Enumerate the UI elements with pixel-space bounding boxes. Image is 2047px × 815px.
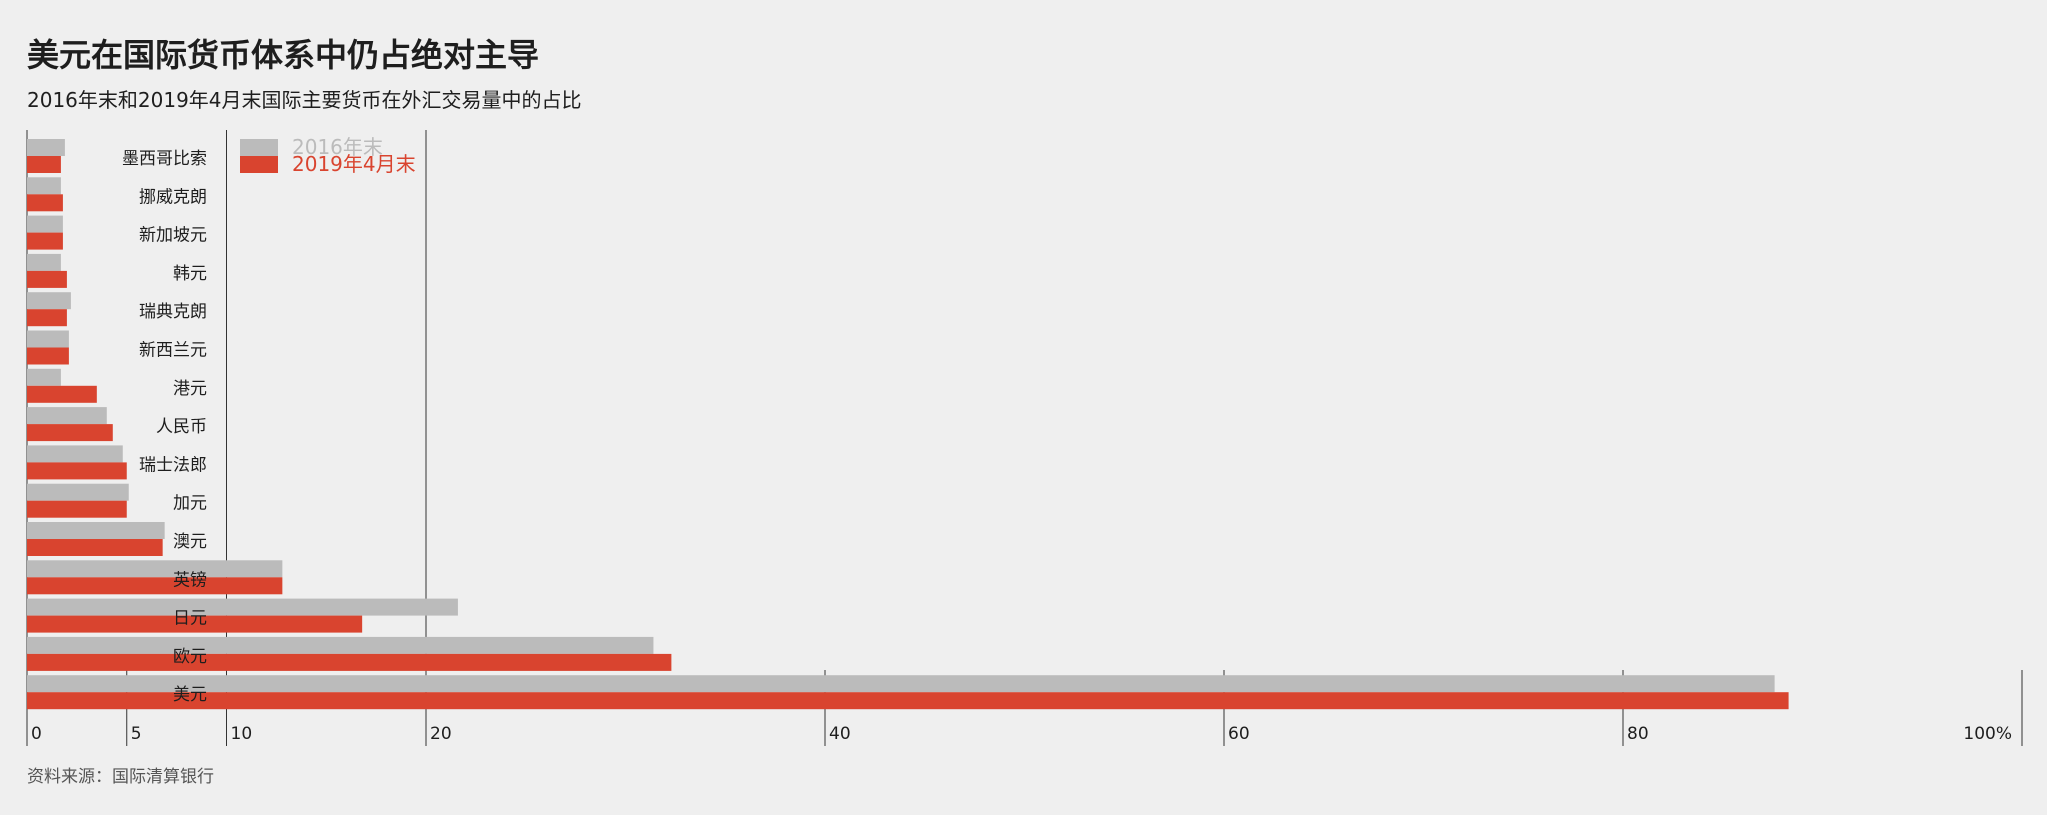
bar-2019-14 bbox=[27, 692, 1789, 710]
bar-2019-11 bbox=[27, 577, 283, 595]
category-label-4: 瑞典克朗 bbox=[139, 302, 207, 322]
bar-2016-7 bbox=[27, 407, 107, 425]
category-label-11: 英镑 bbox=[173, 570, 207, 590]
bar-2016-4 bbox=[27, 292, 71, 310]
bar-2016-9 bbox=[27, 483, 129, 501]
legend-swatch-1 bbox=[240, 156, 278, 173]
category-label-14: 美元 bbox=[173, 685, 207, 705]
bar-2016-5 bbox=[27, 330, 69, 348]
category-label-3: 韩元 bbox=[173, 264, 207, 284]
category-label-7: 人民币 bbox=[156, 417, 207, 437]
category-label-2: 新加坡元 bbox=[139, 226, 207, 246]
bar-2016-0 bbox=[27, 139, 65, 156]
category-label-1: 挪威克朗 bbox=[139, 187, 207, 207]
x-tick-label-4: 40 bbox=[829, 724, 851, 744]
bar-2019-4 bbox=[27, 309, 67, 327]
x-tick-label-6: 80 bbox=[1627, 724, 1649, 744]
bar-2019-10 bbox=[27, 539, 163, 556]
bar-2016-8 bbox=[27, 445, 123, 463]
category-label-0: 墨西哥比索 bbox=[122, 149, 207, 169]
bar-2016-2 bbox=[27, 215, 63, 233]
bar-2016-1 bbox=[27, 177, 61, 195]
x-tick-label-5: 60 bbox=[1228, 724, 1250, 744]
category-label-13: 欧元 bbox=[173, 647, 207, 667]
category-label-10: 澳元 bbox=[173, 532, 207, 552]
bar-2019-5 bbox=[27, 347, 69, 365]
category-labels: 墨西哥比索挪威克朗新加坡元韩元瑞典克朗新西兰元港元人民币瑞士法郎加元澳元英镑日元… bbox=[122, 149, 207, 705]
source-note: 资料来源：国际清算银行 bbox=[27, 767, 214, 787]
category-label-12: 日元 bbox=[173, 609, 207, 629]
bar-2019-12 bbox=[27, 615, 363, 633]
bar-2019-13 bbox=[27, 653, 672, 671]
bar-2016-10 bbox=[27, 522, 165, 539]
x-tick-label-2: 10 bbox=[231, 724, 253, 744]
legend-swatch-0 bbox=[240, 139, 278, 156]
bar-2019-0 bbox=[27, 156, 61, 173]
x-tick-label-0: 0 bbox=[31, 724, 42, 744]
bar-2019-8 bbox=[27, 462, 127, 480]
x-tick-label-3: 20 bbox=[430, 724, 452, 744]
category-label-5: 新西兰元 bbox=[139, 341, 207, 361]
legend-label-0: 2016年末 bbox=[292, 135, 383, 159]
bar-2016-14 bbox=[27, 675, 1775, 693]
bars bbox=[27, 139, 1789, 710]
bar-2019-7 bbox=[27, 424, 113, 442]
legend-label-1: 2019年4月末 bbox=[292, 152, 416, 176]
category-label-8: 瑞士法郎 bbox=[139, 455, 207, 475]
bar-2016-6 bbox=[27, 368, 61, 386]
chart-title: 美元在国际货币体系中仍占绝对主导 bbox=[27, 36, 540, 74]
bar-2019-2 bbox=[27, 232, 63, 250]
bar-2019-3 bbox=[27, 270, 67, 288]
bar-2016-13 bbox=[27, 636, 654, 654]
bar-2019-9 bbox=[27, 500, 127, 518]
x-tick-label-1: 5 bbox=[131, 724, 142, 744]
bar-2019-6 bbox=[27, 385, 97, 403]
bar-2019-1 bbox=[27, 194, 63, 212]
x-axis-ticks: 0 5 10 20 40 60 80 100% bbox=[31, 724, 2012, 744]
category-label-9: 加元 bbox=[173, 494, 207, 514]
bar-2016-3 bbox=[27, 253, 61, 271]
x-tick-label-7: 100% bbox=[1963, 724, 2012, 744]
bar-2016-11 bbox=[27, 560, 283, 578]
category-label-6: 港元 bbox=[173, 379, 207, 399]
chart-subtitle: 2016年末和2019年4月末国际主要货币在外汇交易量中的占比 bbox=[27, 88, 582, 112]
bar-2016-12 bbox=[27, 598, 458, 616]
